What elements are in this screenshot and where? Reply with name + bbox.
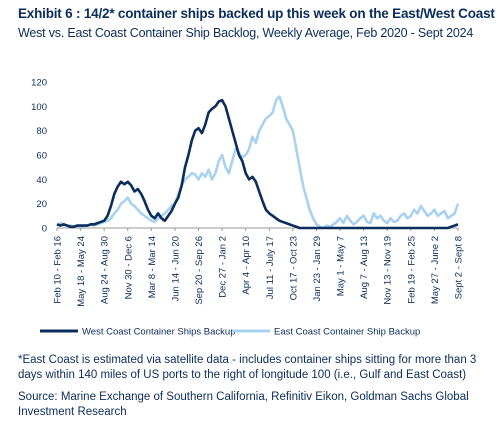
x-tick-label: Dec 27 - Jan 2 (218, 236, 229, 298)
x-tick-label: Jan 23 - Jan 29 (312, 236, 323, 302)
series-line (56, 98, 459, 230)
x-tick-label: Feb 10 - Feb 16 (53, 236, 64, 304)
x-tick-label: Feb 19 - Feb 25 (406, 236, 417, 304)
x-tick-label: Oct 17 - Oct 23 (288, 236, 299, 300)
y-tick-label: 40 (36, 175, 47, 186)
x-tick-label: Sep 20 - Sep 26 (194, 236, 205, 305)
chart-title: Exhibit 6 : 14/2* container ships backed… (18, 6, 495, 21)
source: Source: Marine Exchange of Southern Cali… (18, 391, 469, 418)
y-tick-label: 120 (31, 78, 47, 89)
x-tick-label: Jun 14 - Jun 20 (170, 236, 181, 302)
x-tick-label: Aug 7 - Aug 13 (359, 236, 370, 299)
footnote: *East Coast is estimated via satellite d… (18, 354, 477, 381)
x-tick-label: May 27 - June 2 (430, 236, 441, 304)
x-tick-label: May 1 - May 7 (336, 236, 347, 296)
legend-label: West Coast Container Ships Backup (82, 327, 235, 338)
y-tick-label: 80 (36, 126, 47, 137)
x-tick-label: Sept 2 - Sept 8 (454, 236, 465, 299)
legend-label: East Coast Container Ship Backup (274, 327, 420, 338)
x-tick-label: Nov 30 - Dec 6 (123, 236, 134, 299)
x-tick-label: Apr 4 - Apr 10 (241, 236, 252, 295)
x-tick-label: Aug 24 - Aug 30 (100, 236, 111, 304)
y-tick-label: 60 (36, 151, 47, 162)
y-tick-label: 100 (31, 102, 47, 113)
x-tick-label: Mar 8 - Mar 14 (147, 236, 158, 298)
chart-subtitle: West vs. East Coast Container Ship Backl… (18, 26, 474, 40)
x-tick-label: Nov 13 - Nov 19 (383, 236, 394, 305)
y-tick-label: 20 (36, 199, 47, 210)
series-line (56, 95, 460, 230)
y-tick-label: 0 (42, 224, 47, 235)
x-tick-label: May 18 - May 24 (76, 236, 87, 307)
chart: 0 20 40 60 80 100 120 Feb 10 - Feb 16 May 18 - M… (31, 78, 465, 338)
x-tick-label: Jul 11 - July 17 (265, 236, 276, 299)
